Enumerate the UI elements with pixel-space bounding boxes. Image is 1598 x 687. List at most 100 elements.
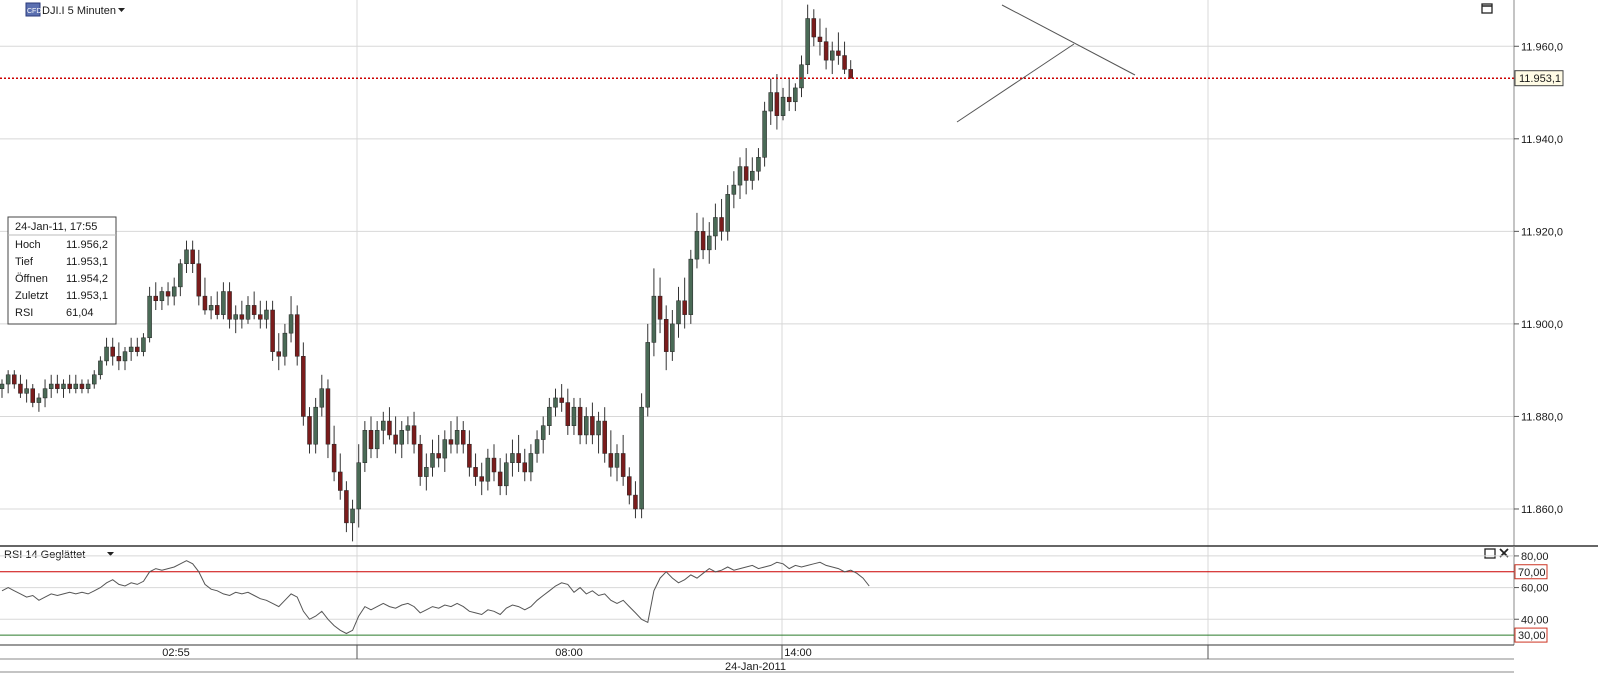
candle <box>830 50 835 61</box>
candle <box>307 416 312 445</box>
candle <box>424 467 429 477</box>
candle <box>319 388 325 408</box>
cfd-logo-text: CFD <box>27 8 41 15</box>
candle <box>79 383 85 389</box>
candle <box>553 397 558 408</box>
candle <box>116 356 122 362</box>
candle <box>282 332 288 357</box>
candle <box>719 217 724 232</box>
candle <box>122 351 128 362</box>
grid <box>0 0 1514 645</box>
candle <box>251 305 257 315</box>
chevron-down-icon[interactable] <box>118 8 125 12</box>
candle <box>497 471 503 487</box>
candle <box>793 87 798 103</box>
candle <box>270 309 275 352</box>
candle <box>338 471 343 491</box>
candle <box>184 249 189 264</box>
maximize-icon[interactable] <box>1481 3 1493 14</box>
candle <box>313 406 318 445</box>
candle <box>67 383 72 389</box>
candle <box>571 406 577 426</box>
candle <box>233 314 238 320</box>
candle <box>436 453 441 459</box>
candle <box>178 263 183 288</box>
candle <box>350 508 355 524</box>
date-label: 24-Jan-2011 <box>725 661 786 673</box>
candle <box>842 55 847 70</box>
price-tick-label: 11.860,0 <box>1521 504 1563 516</box>
candle <box>608 453 614 468</box>
candle <box>442 439 448 459</box>
candle <box>110 346 115 357</box>
candle <box>750 170 755 181</box>
candle <box>239 314 245 320</box>
candle <box>707 235 712 251</box>
svg-text:11.953,1: 11.953,1 <box>1519 73 1561 85</box>
chevron-down-icon[interactable] <box>107 552 114 556</box>
rsi-title: RSI 14 Geglättet <box>4 549 85 561</box>
rsi-lower-level-label: 30,00 <box>1514 627 1548 643</box>
price-tick-label: 11.960,0 <box>1521 41 1563 53</box>
drawing-trendlines[interactable] <box>956 4 1136 123</box>
price-axis: 11.860,0 11.880,0 11.900,0 11.920,0 11.940,0… <box>1514 41 1563 516</box>
cfd-logo <box>25 2 41 17</box>
candle <box>331 443 337 473</box>
candle <box>258 314 263 320</box>
candle <box>202 295 208 311</box>
candle <box>768 92 773 112</box>
chart-title[interactable]: DJI.I 5 Minuten <box>42 5 116 17</box>
candle <box>713 217 718 237</box>
candle <box>344 490 349 524</box>
candle <box>135 346 140 352</box>
candle <box>48 383 54 389</box>
trendline-upper[interactable] <box>1001 4 1136 76</box>
candle <box>196 263 202 297</box>
time-tick-label: 08:00 <box>555 647 583 659</box>
candle <box>811 18 817 38</box>
candle <box>24 388 29 394</box>
candle <box>30 388 35 403</box>
candle <box>61 383 66 389</box>
candle <box>700 231 706 251</box>
info-row-value: 11.953,1 <box>66 290 108 302</box>
candle <box>725 194 730 232</box>
title-area[interactable]: CFD DJI.I 5 Minuten <box>25 2 125 17</box>
candle <box>325 388 331 445</box>
candle <box>473 467 478 477</box>
candle <box>245 305 251 320</box>
candle <box>657 295 663 320</box>
candle <box>141 337 146 352</box>
candle <box>215 305 220 315</box>
candle <box>73 383 79 389</box>
rsi-tick-label: 80,00 <box>1521 551 1549 563</box>
candle <box>264 309 269 320</box>
info-box-header: 24-Jan-11, 17:55 <box>15 221 97 233</box>
candle <box>651 295 657 343</box>
price-tick-label: 11.940,0 <box>1521 134 1563 146</box>
candle <box>614 453 620 468</box>
candle <box>676 300 681 325</box>
candle <box>454 430 460 445</box>
candle <box>448 439 454 445</box>
candle <box>430 453 435 468</box>
time-tick-label: 14:00 <box>784 647 812 659</box>
candle <box>823 41 829 61</box>
candle <box>165 291 171 297</box>
candle <box>362 430 368 463</box>
time-tick-label: 02:55 <box>162 647 190 659</box>
candle <box>301 356 306 417</box>
candle <box>171 286 177 297</box>
candle <box>639 406 644 510</box>
info-row-value: 61,04 <box>66 307 94 319</box>
candle <box>504 462 509 487</box>
candle <box>288 314 294 334</box>
candle <box>516 453 521 463</box>
maximize-icon[interactable] <box>1484 548 1496 559</box>
rsi-title-area[interactable]: RSI 14 Geglättet <box>4 549 114 561</box>
trendline-lower[interactable] <box>956 43 1075 123</box>
candle <box>147 295 152 339</box>
candle <box>128 346 134 352</box>
info-row-label: RSI <box>15 307 33 319</box>
